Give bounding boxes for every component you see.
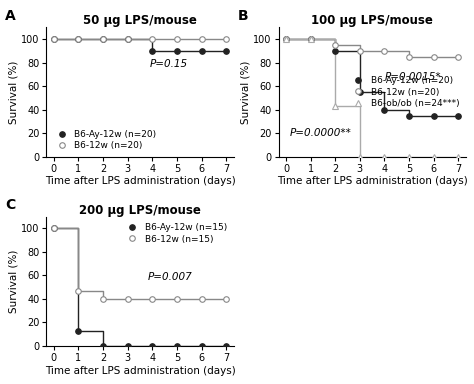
B6-Ay-12w (n=20) — [149, 49, 155, 53]
B6-12w (n=20) — [75, 37, 81, 41]
B6-Ay-12w (n=20) — [406, 113, 412, 118]
Line: B6-12w (n=20): B6-12w (n=20) — [51, 36, 229, 42]
Text: P=0.007: P=0.007 — [147, 272, 192, 282]
B6-12w (n=15) — [149, 296, 155, 301]
B6-12w (n=15) — [75, 288, 81, 293]
B6-Ay-12w (n=20) — [332, 49, 338, 53]
B6-12w (n=15) — [199, 296, 204, 301]
B6-12w (n=20) — [357, 49, 363, 53]
B6-12w (n=15) — [223, 296, 229, 301]
B6-Ay-12w (n=20) — [431, 113, 437, 118]
Y-axis label: Survival (%): Survival (%) — [9, 60, 18, 124]
B6-Ay-12w (n=15) — [100, 344, 106, 348]
B6-12w (n=20) — [149, 37, 155, 41]
Line: B6-ob/ob (n=24***): B6-ob/ob (n=24***) — [283, 36, 461, 159]
B6-ob/ob (n=24***) — [283, 37, 289, 41]
B6-Ay-12w (n=15) — [149, 344, 155, 348]
B6-Ay-12w (n=15) — [174, 344, 180, 348]
B6-Ay-12w (n=20) — [308, 37, 313, 41]
B6-Ay-12w (n=20) — [456, 113, 461, 118]
B6-12w (n=15) — [125, 296, 130, 301]
B6-Ay-12w (n=20) — [223, 49, 229, 53]
B6-12w (n=20) — [308, 37, 313, 41]
B6-12w (n=20) — [406, 55, 412, 59]
B6-12w (n=15) — [174, 296, 180, 301]
Text: P=0.15: P=0.15 — [150, 60, 188, 70]
B6-12w (n=15) — [100, 296, 106, 301]
B6-12w (n=20) — [174, 37, 180, 41]
X-axis label: Time after LPS administration (days): Time after LPS administration (days) — [45, 176, 236, 187]
B6-Ay-12w (n=15) — [199, 344, 204, 348]
B6-Ay-12w (n=20) — [100, 37, 106, 41]
X-axis label: Time after LPS administration (days): Time after LPS administration (days) — [45, 366, 236, 376]
Legend: B6-Ay-12w (n=15), B6-12w (n=15): B6-Ay-12w (n=15), B6-12w (n=15) — [121, 221, 229, 245]
Text: P=0.0015*: P=0.0015* — [384, 72, 441, 82]
X-axis label: Time after LPS administration (days): Time after LPS administration (days) — [277, 176, 467, 187]
B6-ob/ob (n=24***) — [357, 154, 363, 159]
B6-ob/ob (n=24***) — [332, 104, 338, 108]
B6-Ay-12w (n=20) — [75, 37, 81, 41]
Line: B6-Ay-12w (n=15): B6-Ay-12w (n=15) — [51, 225, 229, 349]
Y-axis label: Survival (%): Survival (%) — [9, 250, 18, 313]
Text: A: A — [5, 8, 16, 23]
B6-Ay-12w (n=20) — [357, 90, 363, 94]
Line: B6-12w (n=15): B6-12w (n=15) — [51, 225, 229, 302]
B6-Ay-12w (n=15) — [51, 226, 57, 231]
B6-ob/ob (n=24***) — [406, 154, 412, 159]
B6-12w (n=20) — [431, 55, 437, 59]
B6-Ay-12w (n=15) — [223, 344, 229, 348]
B6-12w (n=20) — [223, 37, 229, 41]
Title: 50 μg LPS/mouse: 50 μg LPS/mouse — [83, 14, 197, 27]
B6-12w (n=20) — [456, 55, 461, 59]
B6-ob/ob (n=24***) — [308, 37, 313, 41]
B6-ob/ob (n=24***) — [382, 154, 387, 159]
Y-axis label: Survival (%): Survival (%) — [240, 60, 250, 124]
B6-Ay-12w (n=15) — [75, 328, 81, 333]
Line: B6-12w (n=20): B6-12w (n=20) — [283, 36, 461, 60]
Title: 100 μg LPS/mouse: 100 μg LPS/mouse — [311, 14, 433, 27]
Text: C: C — [5, 198, 16, 212]
B6-12w (n=20) — [382, 49, 387, 53]
B6-Ay-12w (n=20) — [283, 37, 289, 41]
Legend: B6-Ay-12w (n=20), B6-12w (n=20): B6-Ay-12w (n=20), B6-12w (n=20) — [51, 128, 158, 152]
B6-12w (n=20) — [199, 37, 204, 41]
Line: B6-Ay-12w (n=20): B6-Ay-12w (n=20) — [283, 36, 461, 118]
Line: B6-Ay-12w (n=20): B6-Ay-12w (n=20) — [51, 36, 229, 54]
B6-Ay-12w (n=20) — [125, 37, 130, 41]
B6-Ay-12w (n=20) — [382, 108, 387, 112]
Legend: B6-Ay-12w (n=20), B6-12w (n=20), B6-ob/ob (n=24***): B6-Ay-12w (n=20), B6-12w (n=20), B6-ob/o… — [347, 74, 461, 110]
B6-12w (n=20) — [51, 37, 57, 41]
B6-12w (n=20) — [283, 37, 289, 41]
B6-Ay-12w (n=20) — [199, 49, 204, 53]
B6-ob/ob (n=24***) — [431, 154, 437, 159]
Title: 200 μg LPS/mouse: 200 μg LPS/mouse — [79, 204, 201, 217]
B6-ob/ob (n=24***) — [456, 154, 461, 159]
B6-Ay-12w (n=20) — [51, 37, 57, 41]
Text: P=0.0000**: P=0.0000** — [290, 127, 352, 137]
Text: B: B — [237, 8, 248, 23]
B6-12w (n=20) — [125, 37, 130, 41]
B6-12w (n=20) — [100, 37, 106, 41]
B6-12w (n=15) — [51, 226, 57, 231]
B6-Ay-12w (n=20) — [174, 49, 180, 53]
B6-12w (n=20) — [332, 43, 338, 47]
B6-Ay-12w (n=15) — [125, 344, 130, 348]
